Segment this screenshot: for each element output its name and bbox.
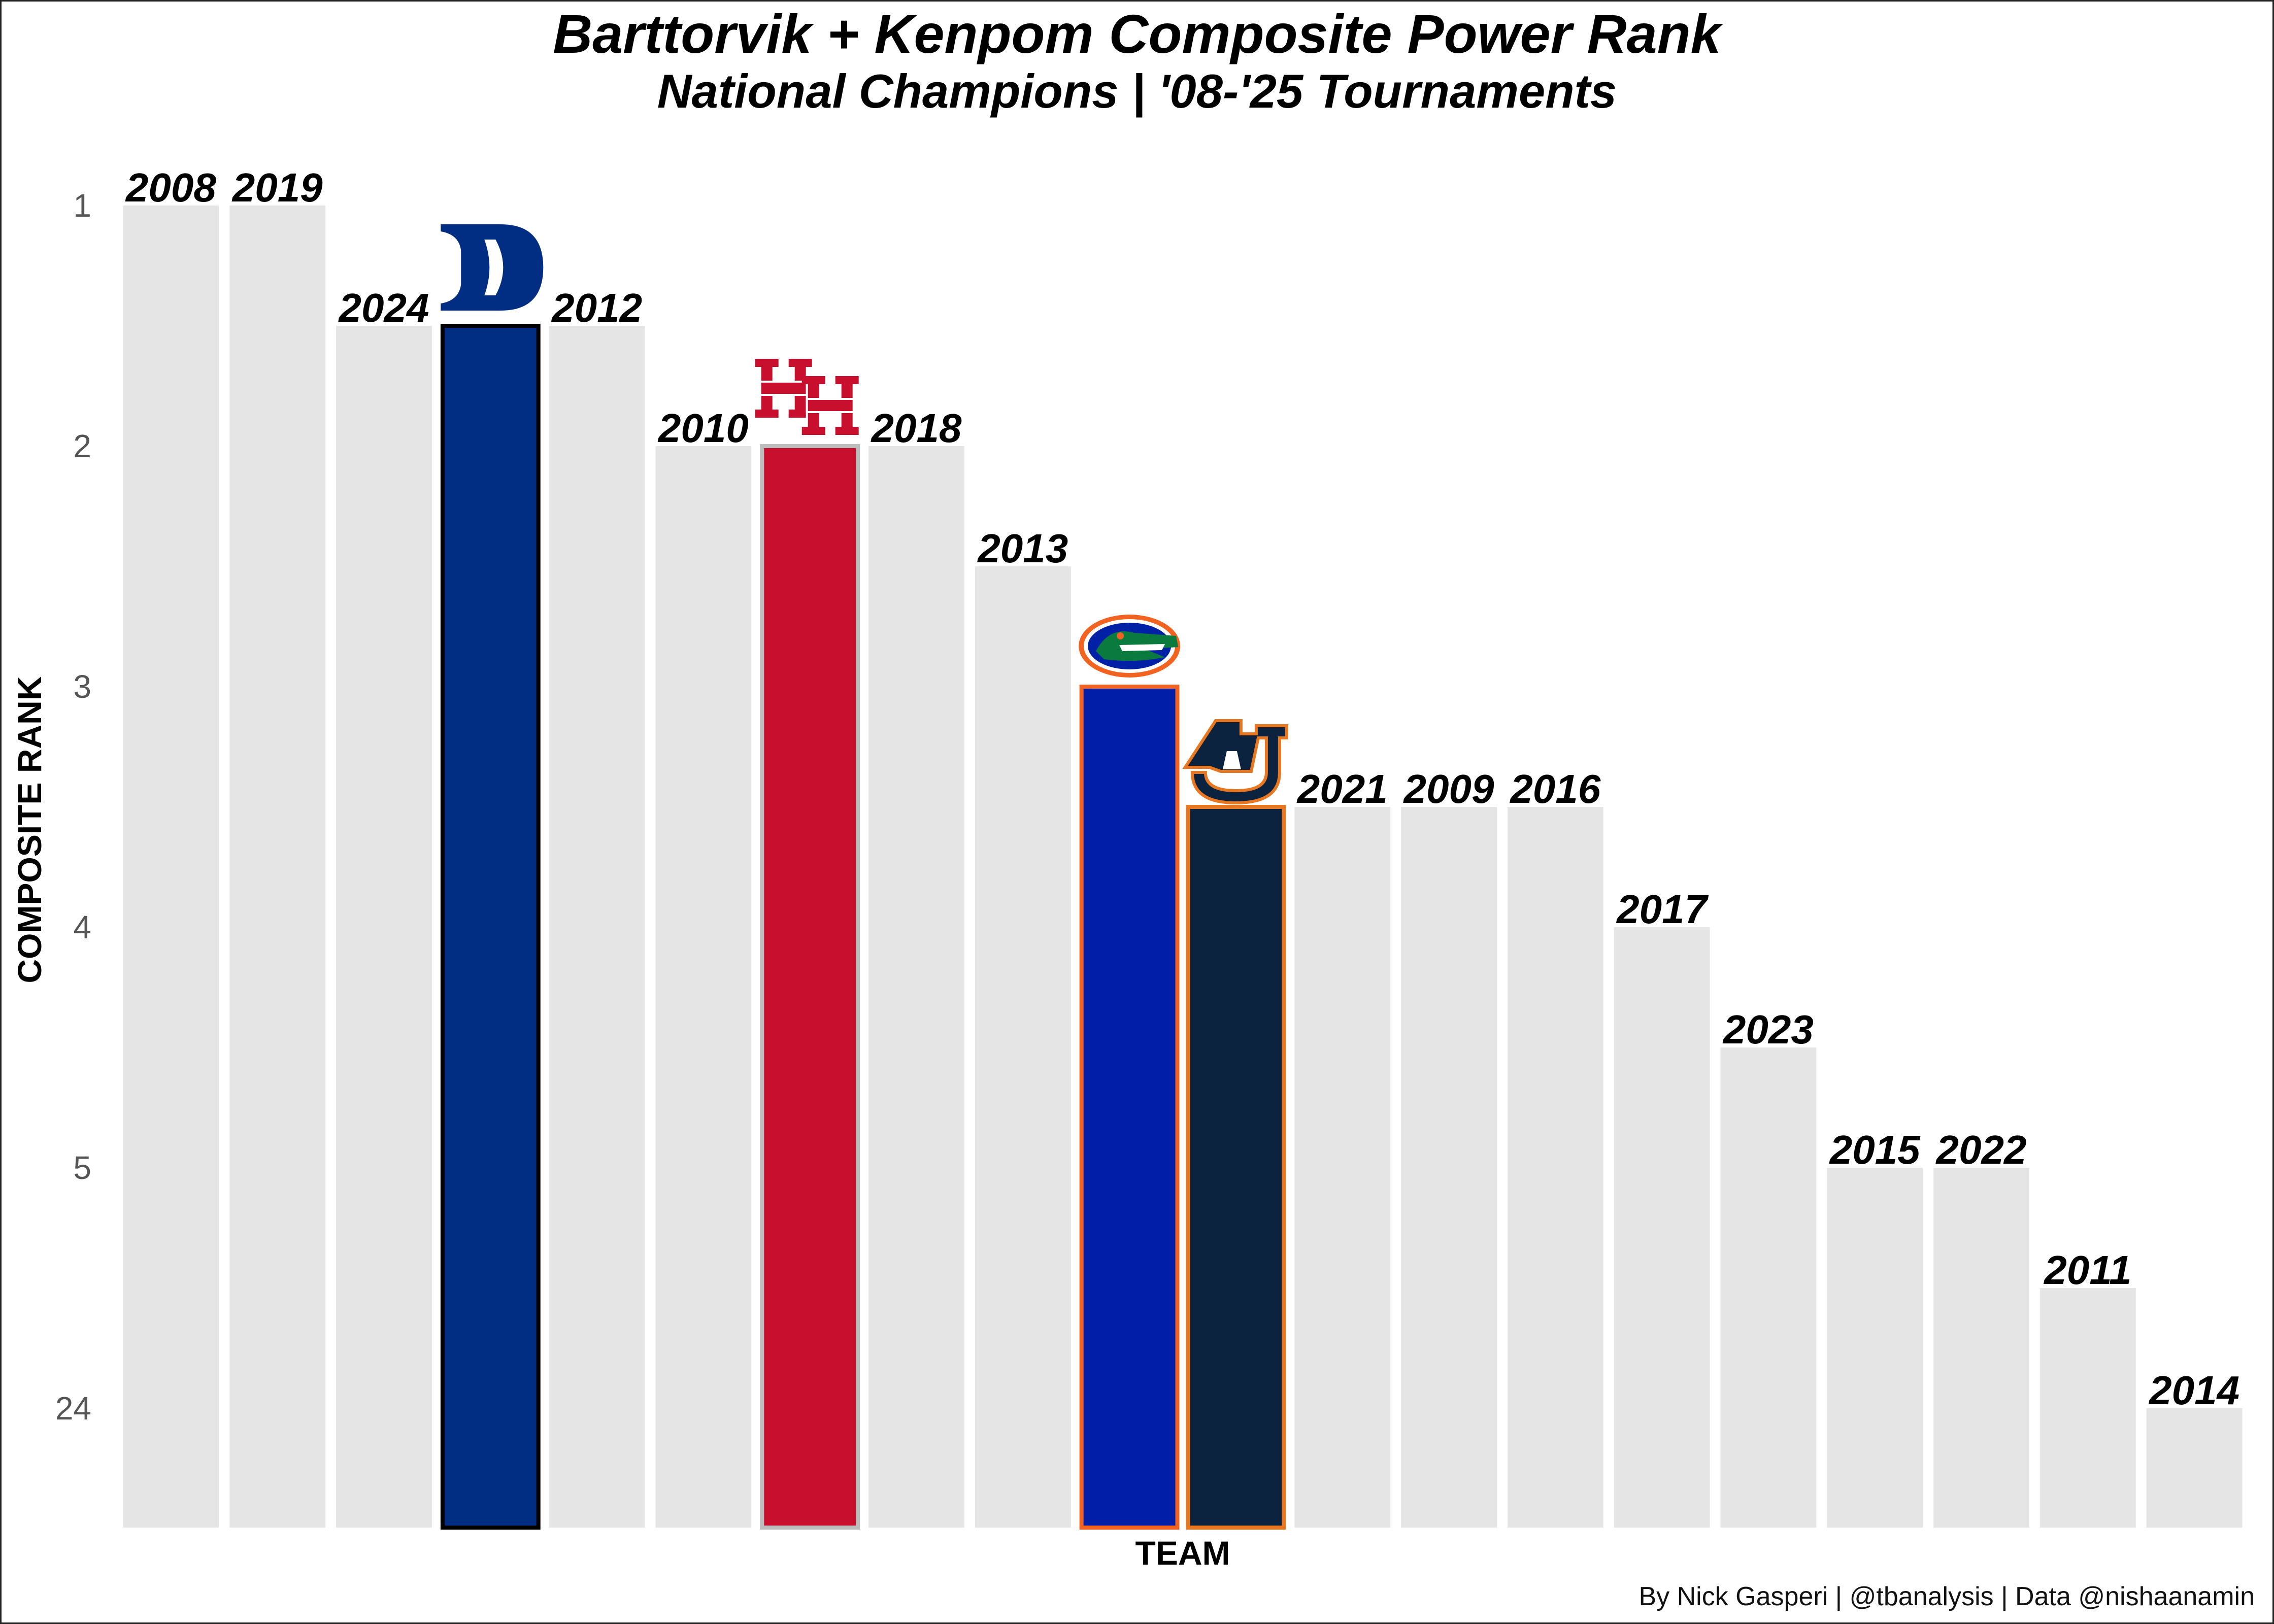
- bar-year-label: 2022: [1935, 1127, 2027, 1172]
- bar: [123, 206, 219, 1528]
- bar-year-label: 2019: [231, 165, 323, 210]
- bar: [1294, 807, 1391, 1528]
- auburn-logo: [1182, 719, 1288, 805]
- bar-year-label: 2018: [871, 405, 962, 451]
- highlight-bar-florida-gator: [1079, 685, 1180, 1530]
- x-axis-label: TEAM: [1135, 1534, 1230, 1572]
- y-tick-label: 5: [73, 1149, 91, 1186]
- bar-year-label: 2014: [2148, 1368, 2239, 1413]
- bar-year-label: 2012: [551, 285, 642, 330]
- bar: [1933, 1168, 2029, 1528]
- bar: [549, 326, 645, 1528]
- bar-year-label: 2010: [657, 405, 749, 451]
- chart-subtitle: National Champions | '08-'25 Tournaments: [657, 64, 1617, 118]
- florida-gator-logo: [1079, 615, 1181, 678]
- bar: [336, 326, 432, 1528]
- bar: [655, 446, 752, 1528]
- y-tick-label: 1: [73, 187, 91, 224]
- bar-year-label: 2008: [125, 165, 216, 210]
- bar-year-label: 2009: [1403, 766, 1494, 811]
- bar-year-label: 2013: [977, 526, 1068, 571]
- bar: [2039, 1288, 2136, 1528]
- bar-year-label: 2015: [1829, 1127, 1921, 1172]
- bar: [1720, 1047, 1817, 1528]
- bar-year-label: 2016: [1509, 766, 1600, 811]
- bar: [2146, 1408, 2243, 1528]
- bar: [1507, 807, 1603, 1528]
- y-tick-label: 3: [73, 668, 91, 705]
- chart-caption: By Nick Gasperi | @tbanalysis | Data @ni…: [1638, 1582, 2255, 1611]
- y-tick-label: 4: [73, 909, 91, 945]
- chart-title: Barttorvik + Kenpom Composite Power Rank: [553, 3, 1721, 64]
- bar: [1401, 807, 1497, 1528]
- y-tick-label: 2: [73, 428, 91, 464]
- duke-logo: [441, 224, 544, 311]
- bar-year-label: 2023: [1722, 1007, 1814, 1052]
- houston-logo: [755, 358, 859, 436]
- y-tick-label: 24: [55, 1390, 91, 1427]
- highlight-bar-duke: [440, 324, 541, 1530]
- bar: [1827, 1168, 1923, 1528]
- bar: [229, 206, 326, 1528]
- highlight-bar-auburn: [1186, 805, 1286, 1530]
- highlight-bar-houston: [760, 444, 860, 1530]
- bar-year-label: 2011: [2043, 1247, 2131, 1293]
- bar-year-label: 2021: [1296, 766, 1388, 811]
- bar: [868, 446, 964, 1528]
- bar: [1614, 927, 1710, 1528]
- bar-year-label: 2024: [338, 285, 429, 330]
- bar: [975, 566, 1071, 1528]
- bar-year-label: 2017: [1616, 887, 1709, 932]
